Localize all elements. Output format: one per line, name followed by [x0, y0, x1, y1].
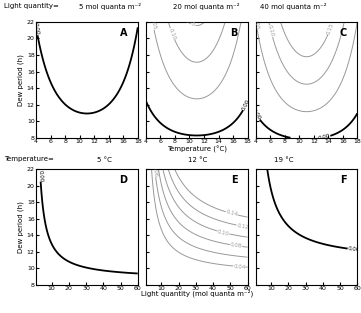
- Text: 0.10: 0.10: [168, 27, 177, 40]
- Text: Temperature (°C): Temperature (°C): [167, 146, 227, 153]
- Text: 0.00: 0.00: [241, 98, 251, 111]
- Text: C: C: [340, 28, 347, 38]
- Text: Light quantity=: Light quantity=: [4, 3, 58, 9]
- Text: 5 °C: 5 °C: [97, 156, 112, 162]
- Text: D: D: [119, 175, 127, 185]
- Text: F: F: [340, 175, 347, 185]
- Text: 0.00: 0.00: [251, 108, 262, 121]
- Text: 0.15: 0.15: [326, 22, 335, 35]
- Y-axis label: Dew period (h): Dew period (h): [17, 54, 24, 106]
- Text: 0.10: 0.10: [267, 24, 275, 38]
- Text: 19 °C: 19 °C: [274, 156, 294, 162]
- Text: 0.14: 0.14: [225, 209, 238, 218]
- Text: 5 mol quanta m⁻²: 5 mol quanta m⁻²: [79, 3, 142, 10]
- Text: 0.00: 0.00: [38, 169, 43, 182]
- Text: 0.05: 0.05: [253, 18, 260, 30]
- Text: 20 mol quanta m⁻²: 20 mol quanta m⁻²: [173, 3, 240, 10]
- Y-axis label: Dew period (h): Dew period (h): [17, 201, 24, 253]
- Text: 0.00: 0.00: [33, 23, 40, 36]
- Text: 0.05: 0.05: [149, 17, 157, 30]
- Text: 12 °C: 12 °C: [188, 156, 207, 162]
- Text: 40 mol quanta m⁻²: 40 mol quanta m⁻²: [260, 3, 327, 10]
- Text: 0.15: 0.15: [183, 18, 197, 28]
- Text: A: A: [120, 28, 127, 38]
- Text: E: E: [231, 175, 238, 185]
- Text: Temperature=: Temperature=: [4, 156, 53, 162]
- Text: 0.06: 0.06: [152, 165, 158, 177]
- Text: 0.04: 0.04: [233, 264, 246, 269]
- Text: 0.10: 0.10: [217, 228, 230, 236]
- Text: 0.00: 0.00: [318, 133, 331, 141]
- Text: B: B: [230, 28, 238, 38]
- Text: 0.08: 0.08: [230, 242, 243, 249]
- Text: Light quantity (mol quanta m⁻²): Light quantity (mol quanta m⁻²): [141, 290, 253, 297]
- Text: 0.12: 0.12: [236, 223, 249, 230]
- Text: 0.00: 0.00: [347, 246, 360, 253]
